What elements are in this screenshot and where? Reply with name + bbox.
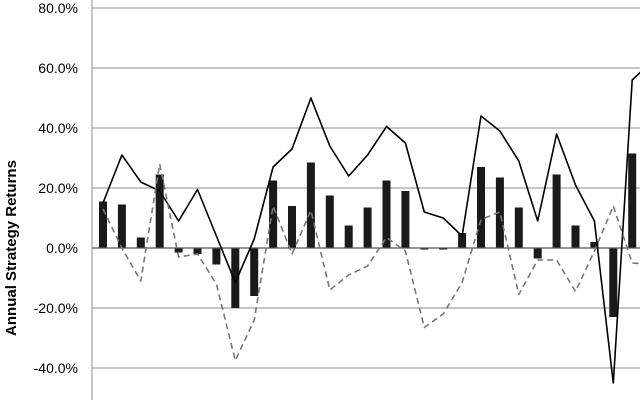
- solid-series-line: [102, 71, 640, 384]
- bar: [269, 180, 278, 248]
- line-series: [102, 71, 640, 384]
- bar: [533, 248, 542, 259]
- dashed-series-line: [102, 163, 640, 362]
- bar: [344, 225, 353, 248]
- bar: [325, 195, 334, 248]
- bar: [571, 225, 580, 248]
- bar: [99, 201, 107, 248]
- bar: [250, 248, 259, 296]
- bar: [136, 237, 145, 248]
- y-tick-label: -20.0%: [34, 300, 78, 316]
- bar: [363, 207, 372, 248]
- bar: [212, 248, 221, 265]
- bar: [477, 167, 485, 248]
- y-tick-labels: 80.0% 60.0% 40.0% 20.0% 0.0% -20.0% -40.0%: [34, 0, 78, 376]
- y-tick-label: 60.0%: [38, 60, 78, 76]
- bar: [609, 248, 618, 317]
- bar: [382, 180, 391, 248]
- bar: [155, 174, 164, 248]
- y-tick-label: -40.0%: [34, 360, 78, 376]
- bar: [514, 207, 523, 248]
- bar: [552, 174, 561, 248]
- bar: [288, 206, 296, 248]
- bar: [117, 204, 126, 248]
- bar: [590, 242, 599, 248]
- y-tick-label: 20.0%: [38, 180, 78, 196]
- bar: [439, 248, 448, 250]
- bar: [231, 248, 240, 308]
- y-tick-label: 80.0%: [38, 0, 78, 16]
- bar: [628, 153, 637, 248]
- bar: [306, 162, 315, 248]
- bar: [458, 233, 467, 248]
- y-tick-label: 40.0%: [38, 120, 78, 136]
- bar: [174, 248, 183, 253]
- bar: [495, 177, 504, 248]
- bar: [420, 248, 429, 250]
- y-tick-label: 0.0%: [46, 240, 78, 256]
- y-axis-title: Annual Strategy Returns: [3, 160, 20, 336]
- bar: [401, 191, 410, 248]
- bar: [193, 248, 202, 254]
- bar-series: [99, 153, 637, 317]
